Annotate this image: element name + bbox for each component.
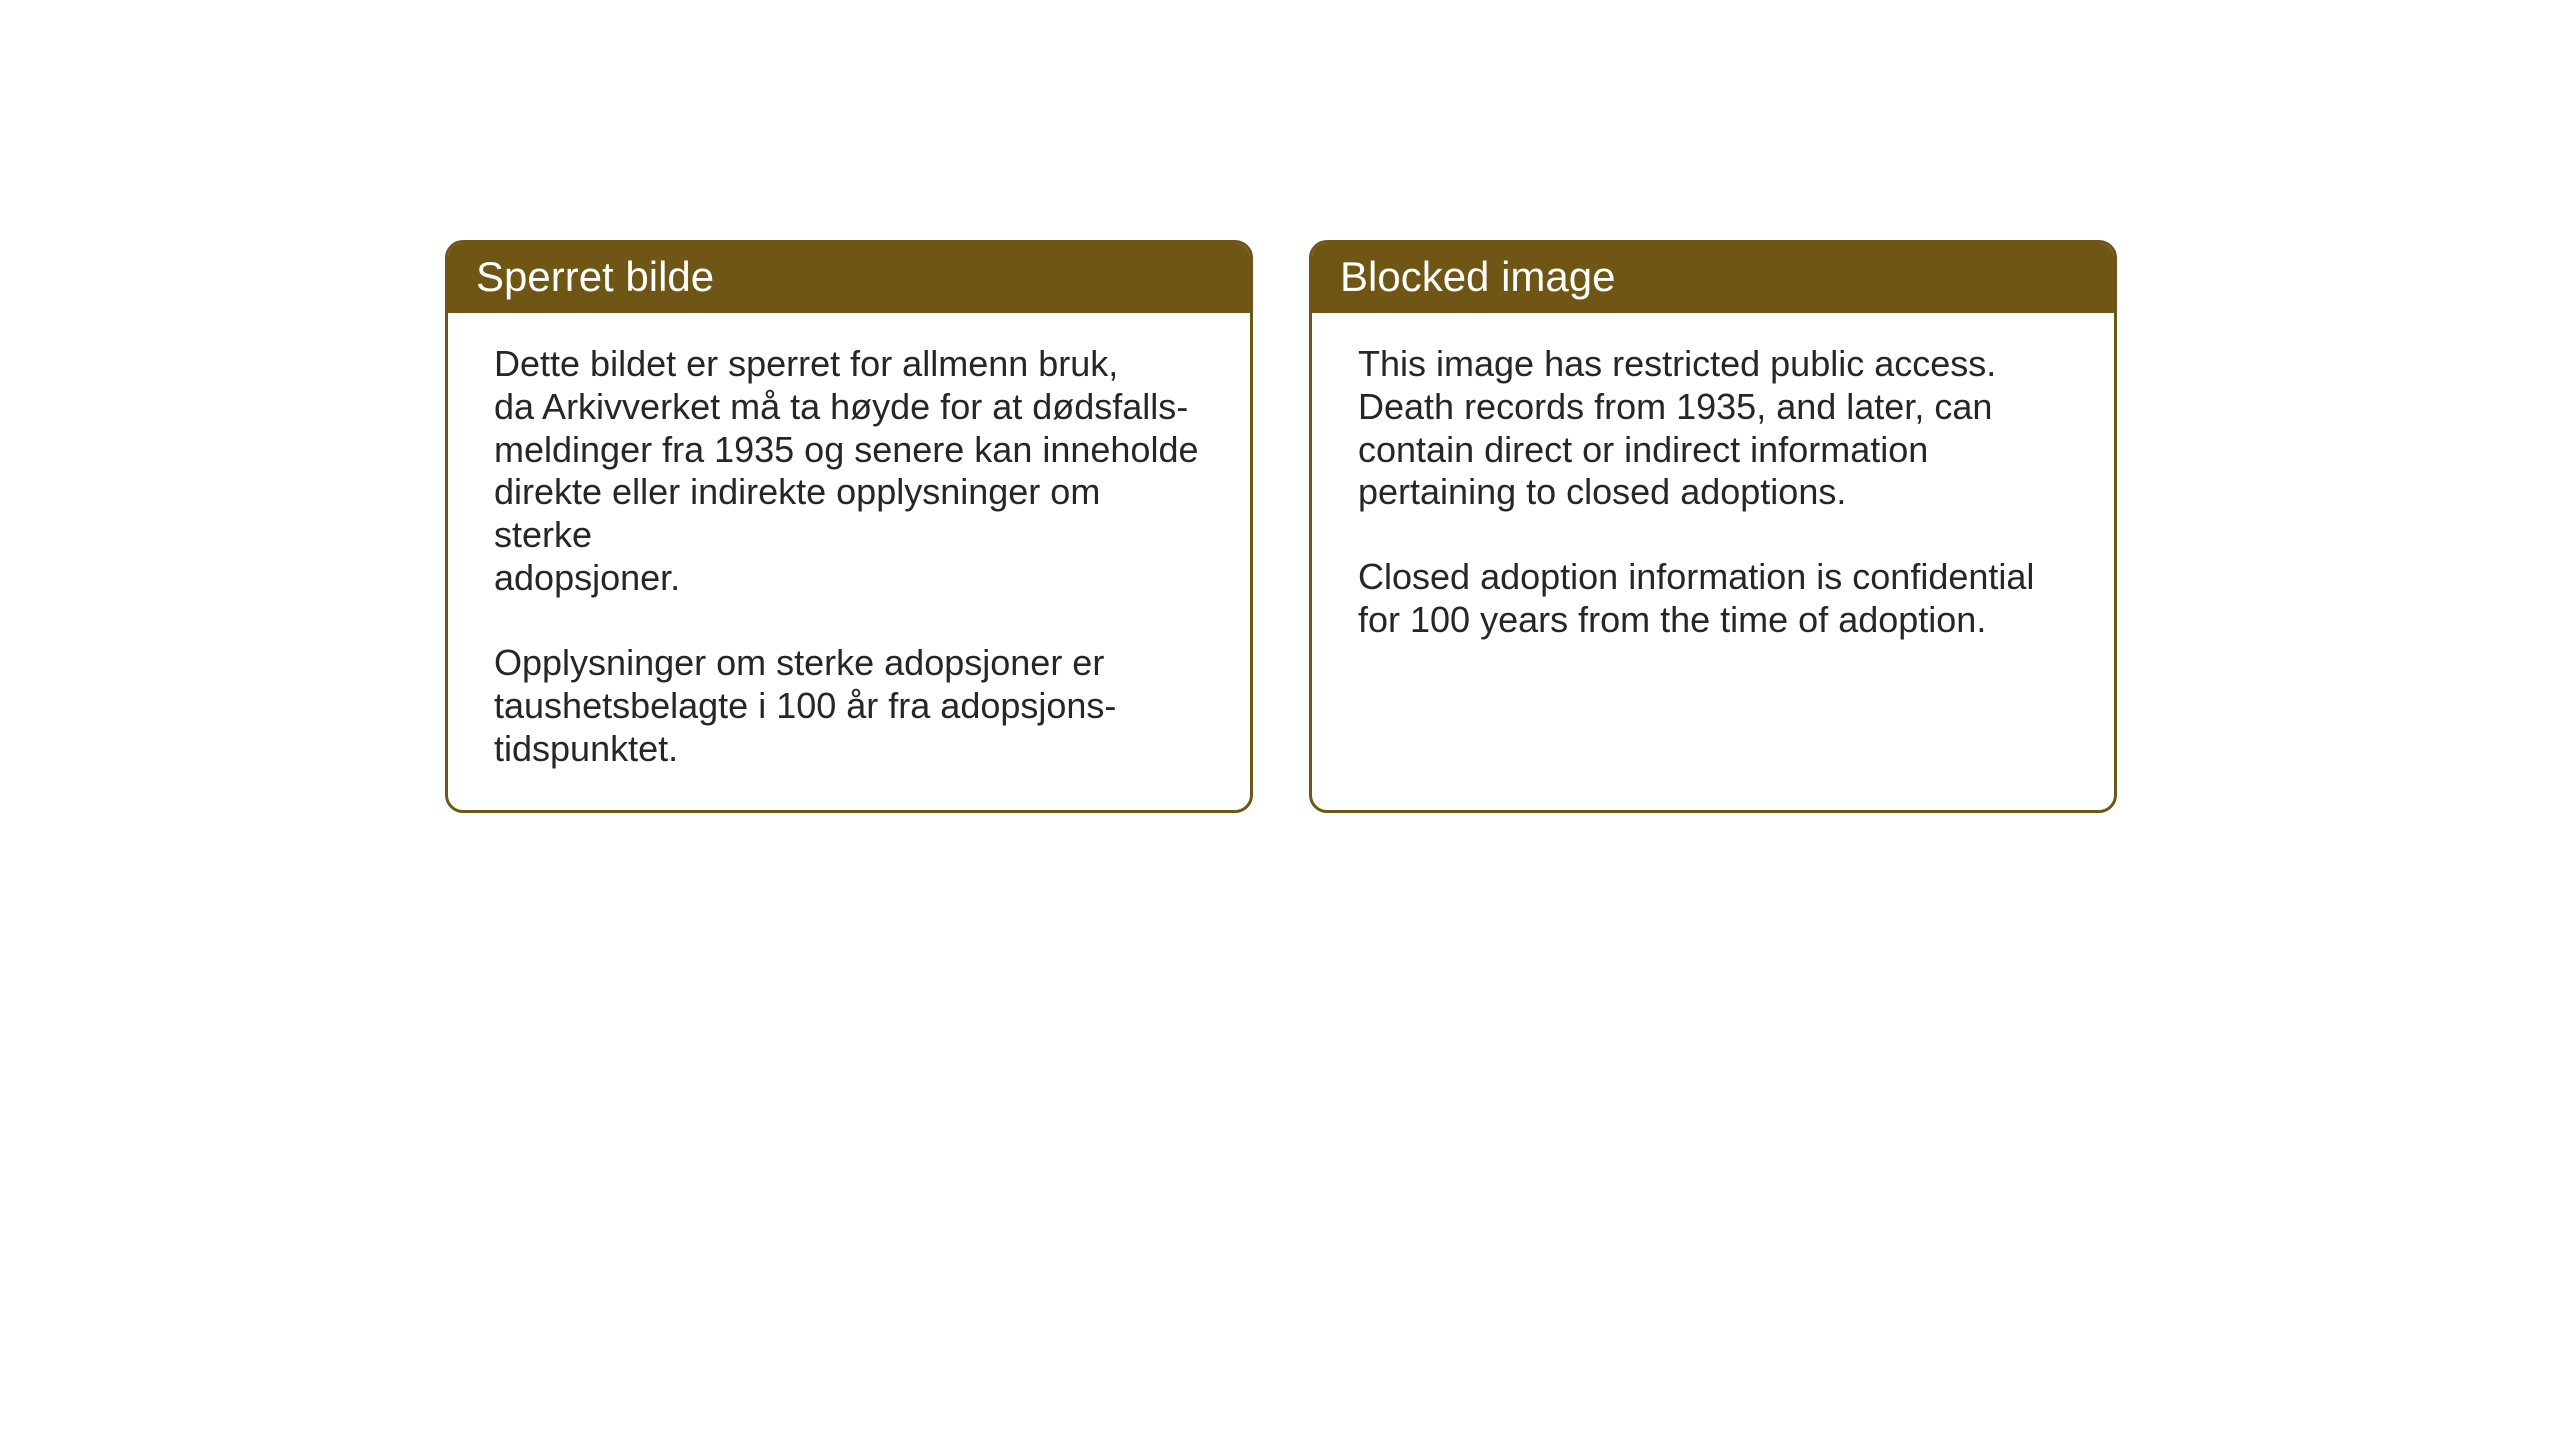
panel-header-english: Blocked image — [1312, 243, 2114, 313]
panel-body-english: This image has restricted public access.… — [1312, 313, 2114, 755]
panels-container: Sperret bilde Dette bildet er sperret fo… — [445, 240, 2117, 813]
panel-header-norwegian: Sperret bilde — [448, 243, 1250, 313]
panel-paragraph-1-english: This image has restricted public access.… — [1358, 343, 2068, 514]
panel-paragraph-2-english: Closed adoption information is confident… — [1358, 556, 2068, 642]
panel-english: Blocked image This image has restricted … — [1309, 240, 2117, 813]
panel-title-english: Blocked image — [1340, 253, 1615, 300]
panel-paragraph-1-norwegian: Dette bildet er sperret for allmenn bruk… — [494, 343, 1204, 600]
panel-paragraph-2-norwegian: Opplysninger om sterke adopsjoner ertaus… — [494, 642, 1204, 770]
panel-body-norwegian: Dette bildet er sperret for allmenn bruk… — [448, 313, 1250, 810]
panel-title-norwegian: Sperret bilde — [476, 253, 714, 300]
panel-norwegian: Sperret bilde Dette bildet er sperret fo… — [445, 240, 1253, 813]
